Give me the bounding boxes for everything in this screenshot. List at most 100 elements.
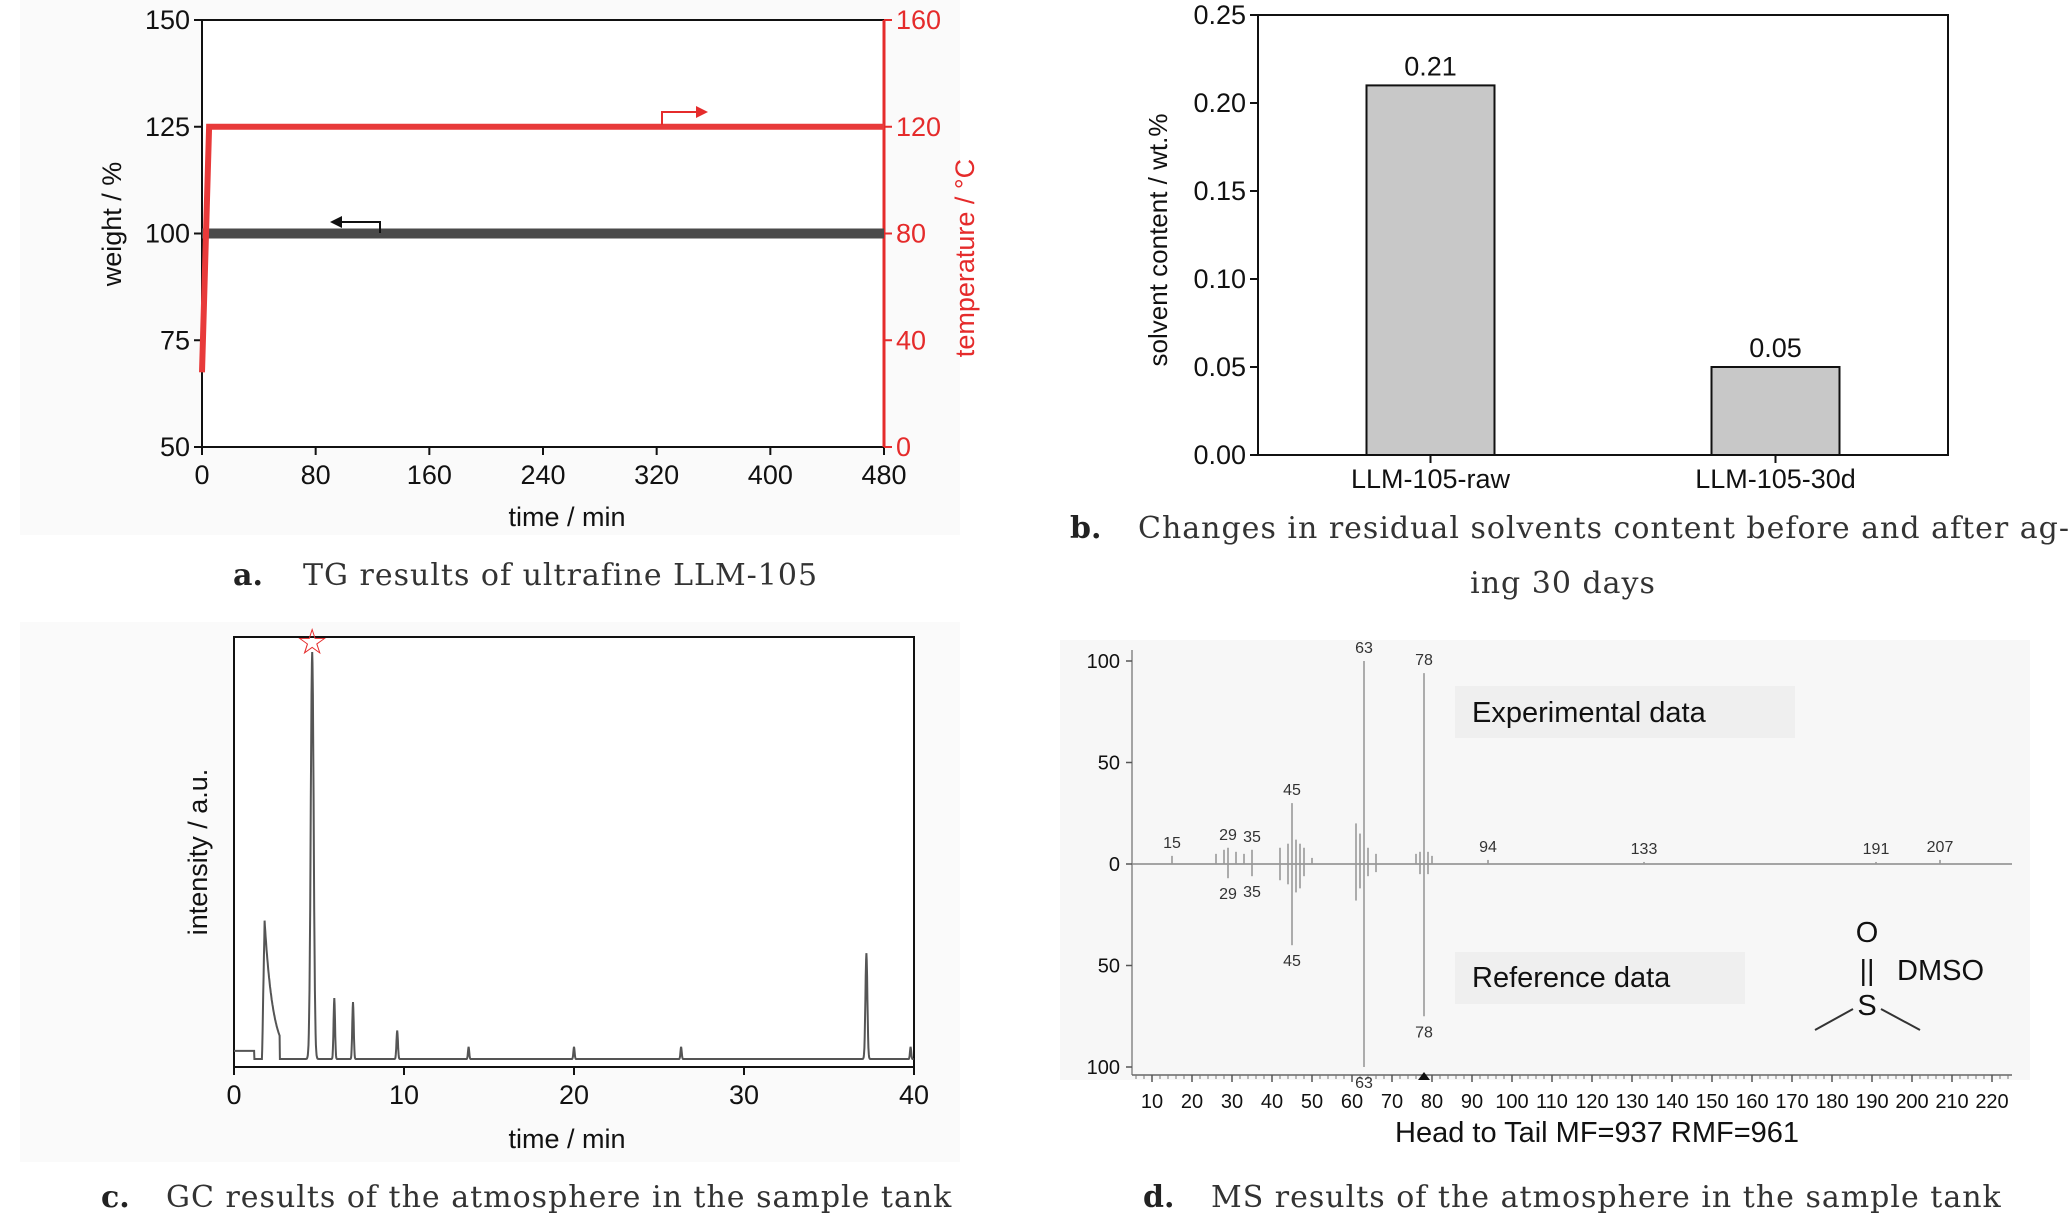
reference-label-box xyxy=(1455,952,1745,1004)
panel-a-tg-chart: 0 80 160 240 320 400 480 50 75 100 125 150 0 40 80 120 1… xyxy=(20,0,980,535)
panel-b-category-label: LLM-105-raw xyxy=(1351,464,1511,494)
panel-d-x-tick-label: 140 xyxy=(1655,1091,1688,1113)
ms-footer-label: Head to Tail MF=937 RMF=961 xyxy=(1395,1117,1799,1149)
panel-a-y2-tick-label: 80 xyxy=(896,219,926,249)
reference-peak-label: 35 xyxy=(1243,884,1261,901)
panel-b-caption-letter: b. xyxy=(1070,511,1101,546)
panel-a-x-tick-label: 240 xyxy=(520,460,565,490)
panel-b-caption-line1: Changes in residual solvents content bef… xyxy=(1138,511,2070,546)
main-peak-star-marker: ☆ xyxy=(296,622,328,663)
panel-a-y-tick-label: 150 xyxy=(145,5,190,35)
panel-d-x-tick-label: 160 xyxy=(1735,1091,1768,1113)
panel-a-x-tick-label: 160 xyxy=(407,460,452,490)
panel-b-y-tick-label: 0.25 xyxy=(1193,0,1246,30)
panel-d-caption: MS results of the atmosphere in the samp… xyxy=(1211,1180,2002,1215)
panel-b-plot-frame xyxy=(1257,14,1949,456)
panel-d-x-tick-label: 200 xyxy=(1895,1091,1928,1113)
bar-llm-105-raw xyxy=(1365,84,1496,457)
dmso-oxygen: O xyxy=(1856,917,1879,949)
panel-a-y2-tick-label: 160 xyxy=(896,5,941,35)
bar-value-label: 0.21 xyxy=(1404,51,1457,81)
experimental-peak-label: 29 xyxy=(1219,827,1237,844)
panel-b-y-tick-label: 0.20 xyxy=(1193,88,1246,118)
panel-a-y-tick-label: 75 xyxy=(160,325,190,355)
panel-c-x-tick-label: 20 xyxy=(559,1080,589,1110)
panel-d-y-tick-label: 50 xyxy=(1098,753,1120,775)
panel-c-ylabel: intensity / a.u. xyxy=(183,769,213,936)
panel-c-plot-frame xyxy=(233,636,915,1068)
panel-c-x-tick-label: 30 xyxy=(729,1080,759,1110)
panel-b-ylabel: solvent content / wt.% xyxy=(1143,114,1173,367)
panel-a-y-tick-label: 100 xyxy=(145,219,190,249)
panel-a-y2-tick-label: 120 xyxy=(896,112,941,142)
dmso-double-bond: || xyxy=(1859,955,1874,987)
panel-d-x-tick-label: 50 xyxy=(1301,1091,1323,1113)
weight-axis-arrow xyxy=(330,216,381,233)
panel-d-x-tick-label: 60 xyxy=(1341,1091,1363,1113)
panel-d-x-tick-label: 10 xyxy=(1141,1091,1163,1113)
panel-d-ms-chart: 100 50 0 50 100 10 20 30 40 50 60 70 80 90 100 110 120 13… xyxy=(1060,640,2030,1149)
panel-d-x-tick-label: 40 xyxy=(1261,1091,1283,1113)
panel-c-gc-chart: 0 10 20 30 40 ☆ time / min intensity / a.u. xyxy=(20,622,960,1162)
dmso-name: DMSO xyxy=(1897,955,1984,987)
panel-d-x-tick-label: 150 xyxy=(1695,1091,1728,1113)
temperature-series-line xyxy=(199,123,884,373)
gc-trace-line xyxy=(234,651,914,1060)
panel-d-x-tick-label: 90 xyxy=(1461,1091,1483,1113)
panel-d-axis-marker xyxy=(1418,1072,1430,1080)
experimental-data-label: Experimental data xyxy=(1472,697,1707,729)
experimental-peak-label: 35 xyxy=(1243,829,1261,846)
panel-d-y-tick-label: 100 xyxy=(1087,1057,1120,1079)
panel-b-bar-chart: 0.00 0.05 0.10 0.15 0.20 0.25 0.21 LLM-105-raw 0… xyxy=(1143,0,1949,494)
experimental-peak-label: 15 xyxy=(1163,835,1181,852)
dmso-structure: O || S DMSO xyxy=(1814,917,1984,1031)
panel-d-y-tick-label: 50 xyxy=(1098,956,1120,978)
panel-d-x-tick-label: 20 xyxy=(1181,1091,1203,1113)
reference-peak-label: 78 xyxy=(1415,1024,1433,1041)
panel-a-caption-letter: a. xyxy=(233,558,263,593)
panel-c-x-tick-label: 10 xyxy=(389,1080,419,1110)
panel-d-x-tick-label: 100 xyxy=(1495,1091,1528,1113)
bar-llm-105-30d xyxy=(1710,366,1841,456)
panel-a-y-tick-label: 125 xyxy=(145,112,190,142)
panel-c-xlabel: time / min xyxy=(508,1124,625,1154)
panel-b-y-tick-label: 0.00 xyxy=(1193,440,1246,470)
panel-b-y-tick-label: 0.05 xyxy=(1193,352,1246,382)
experimental-peak-label: 45 xyxy=(1283,782,1301,799)
panel-b-category-label: LLM-105-30d xyxy=(1695,464,1856,494)
experimental-peak-label: 78 xyxy=(1415,652,1433,669)
panel-d-x-tick-label: 30 xyxy=(1221,1091,1243,1113)
panel-a-y2-tick-label: 0 xyxy=(896,432,911,462)
panel-a-x-tick-label: 80 xyxy=(301,460,331,490)
experimental-peak-label: 133 xyxy=(1631,841,1658,858)
panel-b-y-tick-label: 0.10 xyxy=(1193,264,1246,294)
reference-peak-label: 45 xyxy=(1283,953,1301,970)
temperature-axis-arrow xyxy=(661,106,708,125)
panel-a-x-tick-label: 320 xyxy=(634,460,679,490)
panel-d-x-tick-label: 80 xyxy=(1421,1091,1443,1113)
panel-a-x-tick-label: 0 xyxy=(194,460,209,490)
panel-a-xlabel: time / min xyxy=(508,502,625,532)
experimental-label-box xyxy=(1455,686,1795,738)
panel-d-x-tick-label: 220 xyxy=(1975,1091,2008,1113)
panel-c-x-tick-label: 0 xyxy=(226,1080,241,1110)
experimental-peak-label: 94 xyxy=(1479,839,1497,856)
experimental-peak-label: 63 xyxy=(1355,640,1373,657)
panel-a-y2-tick-label: 40 xyxy=(896,325,926,355)
panel-d-x-tick-label: 120 xyxy=(1575,1091,1608,1113)
panel-a-ylabel: weight / % xyxy=(97,162,127,288)
panel-d-caption-letter: d. xyxy=(1143,1180,1174,1215)
dmso-sulfur: S xyxy=(1857,990,1876,1022)
panel-c-caption: GC results of the atmosphere in the samp… xyxy=(166,1180,952,1215)
experimental-peak-label: 207 xyxy=(1927,839,1954,856)
panel-a-x-tick-label: 480 xyxy=(861,460,906,490)
panel-d-x-tick-label: 110 xyxy=(1536,1091,1568,1113)
reference-peak-label: 29 xyxy=(1219,886,1237,903)
experimental-peak-label: 191 xyxy=(1863,841,1890,858)
panel-c-caption-letter: c. xyxy=(101,1180,130,1215)
panel-d-x-tick-label: 130 xyxy=(1615,1091,1648,1113)
panel-d-y-tick-label: 0 xyxy=(1109,854,1120,876)
panel-a-x-tick-label: 400 xyxy=(748,460,793,490)
panel-d-x-tick-label: 170 xyxy=(1775,1091,1808,1113)
